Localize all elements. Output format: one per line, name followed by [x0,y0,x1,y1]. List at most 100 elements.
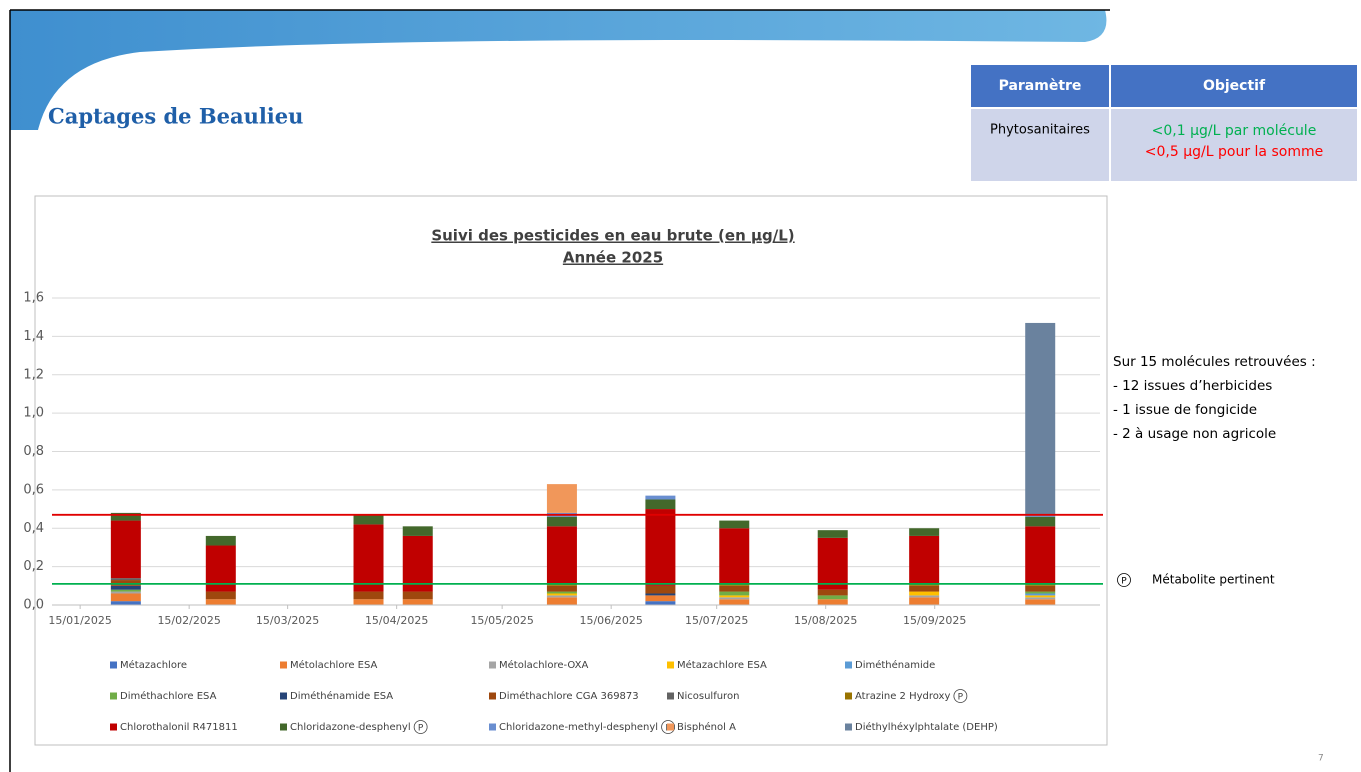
bar-segment [909,583,940,586]
bar-segment [1025,516,1056,527]
bar-segment [1025,585,1056,592]
bar-segment [719,528,750,584]
bar-segment [645,499,676,510]
legend-label: Chloridazone-desphenyl [290,722,411,733]
y-tick-label: 0,4 [23,521,44,536]
metabolite-legend: P Métabolite pertinent [1117,573,1275,587]
y-tick-label: 1,4 [23,329,44,344]
x-tick-label: 15/06/2025 [579,614,642,627]
legend-swatch [667,661,674,669]
legend-label: Métazachlore [120,659,187,671]
y-tick-label: 0,2 [23,559,44,574]
legend-label: Nicosulfuron [677,691,739,702]
chart-subtitle: Année 2025 [563,249,663,267]
bar-segment [1025,597,1056,600]
legend-swatch [280,723,287,731]
pertinent-icon-letter: P [958,693,964,703]
bar-segment [645,601,676,605]
bar-segment [205,535,236,546]
bar-segment [719,595,750,598]
bar-segment [817,599,848,605]
bar-segment [546,593,577,596]
bar-segment [909,585,940,592]
bar-segment [1025,593,1056,596]
y-tick-label: 0,8 [23,444,44,459]
bar-segment [909,535,940,584]
legend-swatch [667,723,674,731]
bar-segment [1025,599,1056,605]
x-tick-label: 15/03/2025 [256,614,319,627]
bar-segment [909,528,940,536]
bar-segment [909,591,940,596]
bar-segment [402,591,433,600]
pertinent-icon [661,720,675,734]
bar-segment [353,599,384,605]
bar-segment [546,484,577,513]
bar-segment [402,599,433,605]
y-tick-label: 0,0 [23,598,44,613]
bar-segment [353,524,384,592]
bar-segment [205,591,236,600]
y-tick-label: 1,0 [23,406,44,421]
bar-segment [546,526,577,584]
x-tick-label: 15/04/2025 [365,614,428,627]
bar-segment [909,597,940,605]
bar-segment [719,591,750,596]
chart-title: Suivi des pesticides en eau brute (en µg… [431,227,794,245]
y-tick-label: 1,2 [23,367,44,382]
bar-segment [817,530,848,538]
bar-segment [546,591,577,594]
pertinent-icon-letter: P [1121,577,1127,587]
legend-label: Chloridazone-methyl-desphenyl [499,722,658,733]
bar-segment [1025,583,1056,586]
bar-segment [110,512,141,521]
header-wave [10,10,1107,130]
notes-heading: Sur 15 molécules retrouvées : [1113,354,1316,370]
bar-segment [1025,514,1056,517]
bar-segment [110,593,141,602]
table-objective: <0,1 µg/L par molécule [1152,123,1317,139]
legend-label: Bisphénol A [677,721,736,733]
pertinent-icon [1117,573,1131,587]
bar-segment [1025,322,1056,515]
bar-segment [909,595,940,598]
x-tick-label: 15/08/2025 [794,614,857,627]
bar-segment [110,591,141,594]
legend-swatch [845,692,852,700]
legend-swatch [489,723,496,731]
bar-segment [719,597,750,600]
notes-item: - 1 issue de fongicide [1113,402,1257,418]
pertinent-icon [953,689,968,703]
notes-item: - 12 issues d’herbicides [1113,378,1272,394]
y-tick-label: 0,6 [23,482,44,497]
x-tick-label: 15/02/2025 [157,614,220,627]
legend-swatch [280,661,287,669]
bar-segment [817,537,848,590]
table-objective: <0,5 µg/L pour la somme [1145,144,1323,160]
legend-label: Métolachlore ESA [290,659,378,671]
bar-segment [1025,591,1056,594]
bar-segment [402,526,433,536]
legend-swatch [110,723,117,731]
bar-segment [546,597,577,605]
bar-segment [205,599,236,605]
bar-segment [353,514,384,525]
bar-segment [546,583,577,586]
legend-label: Chlorothalonil R471811 [120,722,238,733]
bar-segment [110,578,141,581]
table-header-cell [1111,65,1357,107]
legend-swatch [845,723,852,731]
table-header-cell [971,65,1109,107]
metabolite-note: Métabolite pertinent [1152,573,1275,587]
legend-label: Diméthachlore CGA 369873 [499,690,639,702]
table-cell [1111,109,1357,181]
x-tick-label: 15/07/2025 [685,614,748,627]
bar-segment [546,595,577,598]
legend-label: Atrazine 2 Hydroxy [855,691,950,702]
table-header: Paramètre [999,78,1082,94]
x-tick-label: 15/01/2025 [48,614,111,627]
x-tick-label: 15/09/2025 [903,614,966,627]
bar-segment [546,516,577,527]
bar-segment [645,509,676,586]
